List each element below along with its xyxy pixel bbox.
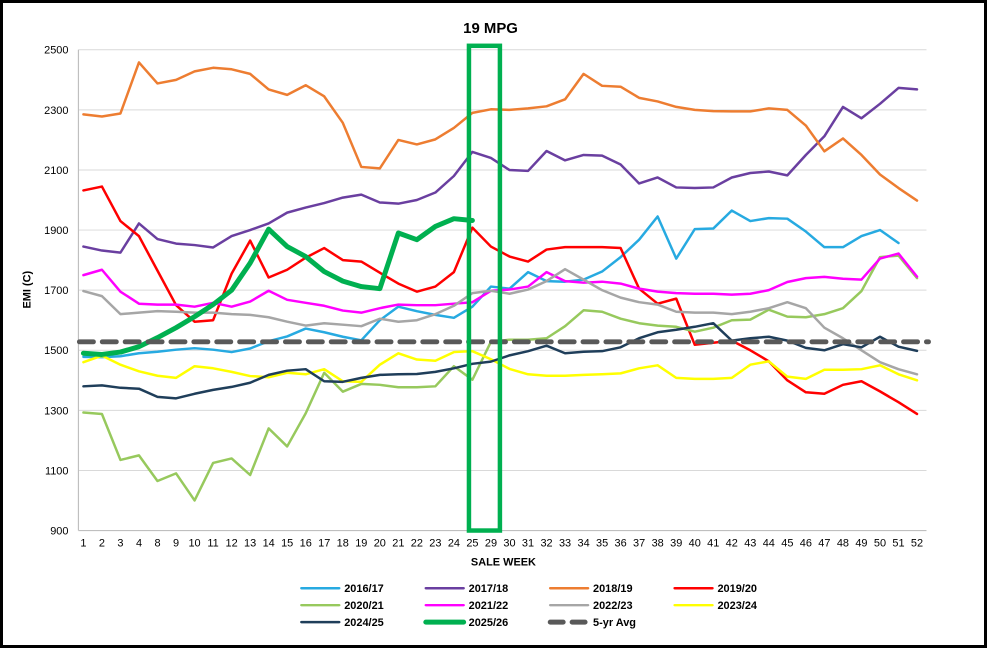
legend-item-2017-18: 2017/18 (424, 583, 509, 595)
x-tick-label: 50 (874, 537, 886, 549)
x-tick-label: 23 (429, 537, 441, 549)
x-tick-label: 1 (80, 537, 86, 549)
y-tick-label: 2100 (44, 165, 68, 177)
x-tick-label: 19 (355, 537, 367, 549)
x-tick-label: 25 (466, 537, 478, 549)
legend-item-2018-19: 2018/19 (548, 583, 633, 595)
x-tick-label: 11 (207, 537, 218, 549)
y-tick-label: 1700 (44, 285, 68, 297)
x-tick-label: 43 (744, 537, 756, 549)
x-tick-label: 39 (670, 537, 682, 549)
x-tick-label: 32 (540, 537, 552, 549)
x-tick-label: 47 (818, 537, 830, 549)
legend-label: 2016/17 (344, 583, 384, 595)
legend-item-2019-20: 2019/20 (673, 583, 757, 595)
legend-item-5-yr-Avg: 5-yr Avg (547, 617, 636, 629)
x-tick-label: 8 (154, 537, 160, 549)
y-tick-label: 900 (50, 526, 68, 538)
x-tick-label: 10 (188, 537, 200, 549)
legend-item-2024-25: 2024/25 (300, 617, 384, 629)
legend-item-2022-23: 2022/23 (548, 600, 633, 612)
x-tick-label: 51 (892, 537, 904, 549)
x-tick-label: 34 (577, 537, 589, 549)
y-tick-label: 1100 (45, 465, 69, 477)
x-tick-label: 46 (800, 537, 812, 549)
legend-item-2016-17: 2016/17 (300, 583, 384, 595)
x-tick-label: 9 (173, 537, 179, 549)
legend-label: 2025/26 (469, 617, 509, 629)
x-tick-label: 40 (689, 537, 701, 549)
legend-item-2023-24: 2023/24 (673, 600, 758, 612)
x-tick-label: 17 (318, 537, 330, 549)
annotations (466, 43, 503, 533)
legend-label: 2020/21 (344, 600, 384, 612)
x-tick-label: 41 (707, 537, 719, 549)
x-axis-tick-labels: 1 2 3 4 8 9 10 11 12 13 14 15 16 17 18 19 20 21 22 23 24 25 29… (80, 537, 923, 549)
y-tick-label: 1500 (44, 345, 68, 357)
x-tick-label: 37 (633, 537, 645, 549)
y-tick-label: 1300 (44, 405, 68, 417)
x-tick-label: 36 (615, 537, 627, 549)
y-tick-label: 2500 (44, 45, 68, 57)
legend-label: 2023/24 (717, 600, 757, 612)
x-tick-label: 52 (911, 537, 923, 549)
x-tick-label: 38 (652, 537, 664, 549)
x-tick-label: 21 (392, 537, 404, 549)
series-line-2016-17 (82, 209, 900, 359)
x-axis-title: SALE WEEK (471, 556, 536, 568)
y-axis-title: EMI (C) (22, 270, 34, 308)
axes (77, 49, 927, 532)
y-tick-label: 2300 (44, 105, 68, 117)
x-tick-label: 13 (244, 537, 256, 549)
series-lines (76, 61, 931, 502)
x-tick-label: 3 (117, 537, 123, 549)
y-tick-label: 1900 (44, 225, 68, 237)
legend-label: 2022/23 (593, 600, 633, 612)
legend-label: 2021/22 (469, 600, 509, 612)
legend-label: 2019/20 (717, 583, 757, 595)
legend-label: 5-yr Avg (593, 617, 636, 629)
x-tick-label: 22 (411, 537, 423, 549)
x-tick-label: 12 (226, 537, 238, 549)
legend-item-2025-26: 2025/26 (423, 617, 509, 629)
x-tick-label: 18 (337, 537, 349, 549)
x-tick-label: 48 (837, 537, 849, 549)
chart-title: 19 MPG (463, 20, 518, 37)
legend-label: 2018/19 (593, 583, 633, 595)
x-tick-label: 44 (763, 537, 775, 549)
y-axis-tick-labels: 900 1100 1300 1500 1700 1900 2100 2300 2500 (44, 45, 68, 538)
legend-item-2021-22: 2021/22 (424, 600, 509, 612)
x-tick-label: 29 (485, 537, 497, 549)
x-tick-label: 16 (300, 537, 312, 549)
legend-item-2020-21: 2020/21 (300, 600, 384, 612)
x-tick-label: 45 (781, 537, 793, 549)
x-tick-label: 15 (281, 537, 293, 549)
legend-label: 2017/18 (469, 583, 509, 595)
x-tick-label: 49 (855, 537, 867, 549)
x-tick-label: 20 (374, 537, 386, 549)
x-tick-label: 42 (726, 537, 738, 549)
x-tick-label: 2 (99, 537, 105, 549)
x-tick-label: 31 (522, 537, 534, 549)
legend-label: 2024/25 (344, 617, 384, 629)
highlight-box (466, 43, 503, 533)
x-tick-label: 30 (503, 537, 515, 549)
x-tick-label: 35 (596, 537, 608, 549)
chart-legend: 2016/17 2017/18 2018/19 2019/20 2020/21 2021/… (300, 583, 758, 629)
x-tick-label: 24 (448, 537, 460, 549)
x-tick-label: 4 (136, 537, 142, 549)
x-tick-label: 33 (559, 537, 571, 549)
x-tick-label: 14 (263, 537, 275, 549)
